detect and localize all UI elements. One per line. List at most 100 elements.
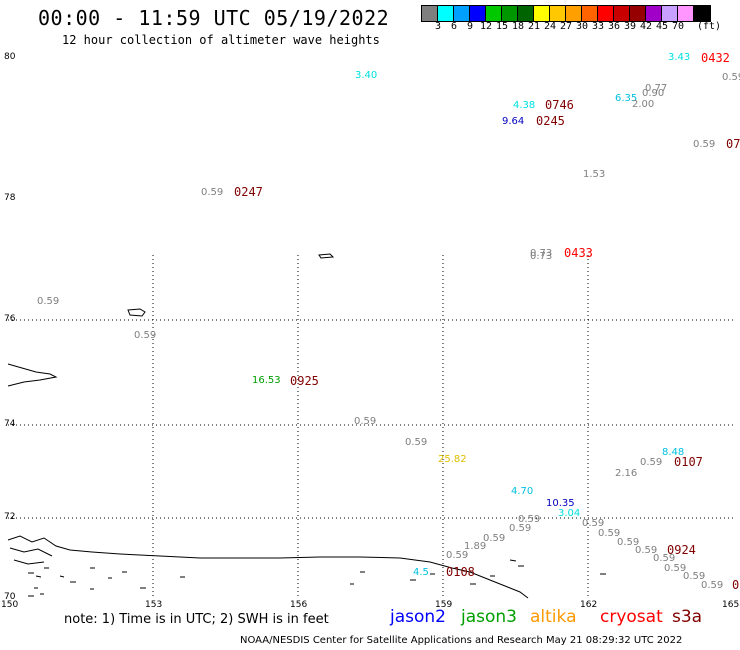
lat-label: 76 xyxy=(4,314,16,324)
wave-height-label: 0.59 xyxy=(354,416,377,427)
color-scale-swatch xyxy=(454,6,470,21)
wave-height-label: 0.59 xyxy=(509,523,532,534)
pass-time-label: 0107 xyxy=(674,455,703,469)
pass-time-label: 0746 xyxy=(545,98,574,112)
wave-height-label: 6.35 xyxy=(615,93,638,104)
wave-height-label: 0.59 xyxy=(635,545,658,556)
wave-height-label: 0.59 xyxy=(722,72,740,83)
lon-label: 156 xyxy=(290,600,308,610)
color-scale-swatch xyxy=(438,6,454,21)
color-scale-tick-label: 39 xyxy=(623,21,637,32)
coast-northern-alaska xyxy=(7,535,529,599)
pass-time-label: 0925 xyxy=(290,374,319,388)
wave-height-label: 0.59 xyxy=(405,437,428,448)
coastline xyxy=(7,253,606,599)
color-scale-unit: (ft) xyxy=(696,21,722,32)
wave-height-label: 3.40 xyxy=(355,70,378,81)
wave-height-label: 0.59 xyxy=(640,457,663,468)
note-text: note: 1) Time is in UTC; 2) SWH is in fe… xyxy=(64,612,329,627)
lon-label: 150 xyxy=(1,600,19,610)
pass-time-label: 0433 xyxy=(564,246,593,260)
color-scale-tick-label: 3 xyxy=(434,21,442,32)
color-scale-swatch xyxy=(630,6,646,21)
color-scale-tick-label: 42 xyxy=(639,21,653,32)
coast-inlet-2 xyxy=(13,559,45,565)
color-scale-swatch xyxy=(502,6,518,21)
wave-height-label: 4.70 xyxy=(511,486,534,497)
color-scale-tick-label: 15 xyxy=(495,21,509,32)
wave-height-label: 2.00 xyxy=(632,99,655,110)
color-scale-swatch xyxy=(534,6,550,21)
wave-height-label: 0.59 xyxy=(693,139,716,150)
wave-height-label: 0.59 xyxy=(518,514,541,525)
color-scale-tick-label: 45 xyxy=(655,21,669,32)
color-scale-swatch xyxy=(566,6,582,21)
wave-height-label: 0.59 xyxy=(37,296,60,307)
color-scale-tick-label: 9 xyxy=(466,21,474,32)
island-small-1 xyxy=(127,308,146,317)
lat-label: 70 xyxy=(4,592,16,602)
color-scale-tick-label: 24 xyxy=(543,21,557,32)
color-scale-tick-label: 6 xyxy=(450,21,458,32)
wave-height-label: 0.59 xyxy=(617,537,640,548)
color-scale-tick-label: 70 xyxy=(671,21,685,32)
lat-label: 72 xyxy=(4,512,16,522)
wave-height-label: 0.59 xyxy=(664,563,687,574)
color-scale-tick-label: 12 xyxy=(479,21,493,32)
wave-height-label: 4.5 xyxy=(413,567,429,578)
wave-height-label: 2.16 xyxy=(615,468,638,479)
color-scale-tick-label: 30 xyxy=(575,21,589,32)
color-scale-tick-label: 27 xyxy=(559,21,573,32)
color-scale-tick-label: 18 xyxy=(511,21,525,32)
wave-height-label: 16.53 xyxy=(252,375,281,386)
wave-height-label: 0.59 xyxy=(653,553,676,564)
wave-height-label: 0.59 xyxy=(446,550,469,561)
wave-height-label: 10.35 xyxy=(546,498,575,509)
pass-time-label: 0 xyxy=(732,578,740,592)
color-scale-swatch xyxy=(582,6,598,21)
pass-time-label: 0247 xyxy=(234,185,263,199)
color-scale-swatch xyxy=(646,6,662,21)
satellite-legend-s3a: s3a xyxy=(672,607,703,627)
wave-height-label: 0.59 xyxy=(201,187,224,198)
color-scale-swatch xyxy=(678,6,694,21)
lon-label: 162 xyxy=(580,600,598,610)
color-scale-swatch xyxy=(550,6,566,21)
pass-time-label: 0432 xyxy=(701,51,730,65)
wave-height-label: 0.59 xyxy=(683,571,706,582)
lat-label: 74 xyxy=(4,419,16,429)
satellite-legend-cryosat: cryosat xyxy=(600,607,663,627)
color-scale-tick-label: 21 xyxy=(527,21,541,32)
color-scale-swatch xyxy=(518,6,534,21)
wave-height-label: 0.59 xyxy=(598,528,621,539)
color-scale-swatch xyxy=(694,6,710,21)
lat-label: 80 xyxy=(4,52,16,62)
color-scale-tick-label: 36 xyxy=(607,21,621,32)
wave-height-label: 1.89 xyxy=(464,541,487,552)
color-scale-swatch xyxy=(614,6,630,21)
wave-height-label: 4.38 xyxy=(513,100,536,111)
lake-cluster xyxy=(28,559,606,597)
island-small-2 xyxy=(318,253,335,259)
pass-time-label: 0108 xyxy=(446,565,475,579)
wave-height-label: 9.64 xyxy=(502,116,525,127)
satellite-legend-jason2: jason2 xyxy=(390,607,446,627)
wave-height-label: 0.59 xyxy=(701,580,724,591)
satellite-legend-jason3: jason3 xyxy=(461,607,517,627)
coast-wrangel xyxy=(7,363,58,387)
satellite-legend-altika: altika xyxy=(530,607,577,627)
wave-height-label: 3.04 xyxy=(558,508,581,519)
color-scale-tick-label: 33 xyxy=(591,21,605,32)
wave-height-label: 0.77 xyxy=(645,83,668,94)
wave-height-label: 0.59 xyxy=(134,330,157,341)
coast-inlet-1 xyxy=(9,547,53,557)
lon-label: 159 xyxy=(435,600,453,610)
map-subtitle: 12 hour collection of altimeter wave hei… xyxy=(62,33,380,47)
wave-height-label: 3.43 xyxy=(668,52,691,63)
wave-height-label: 0.59 xyxy=(582,518,605,529)
wave-height-label: 0.59 xyxy=(483,533,506,544)
lon-label: 165 xyxy=(722,600,740,610)
lon-label: 153 xyxy=(145,600,163,610)
wave-height-label: 1.53 xyxy=(583,169,606,180)
